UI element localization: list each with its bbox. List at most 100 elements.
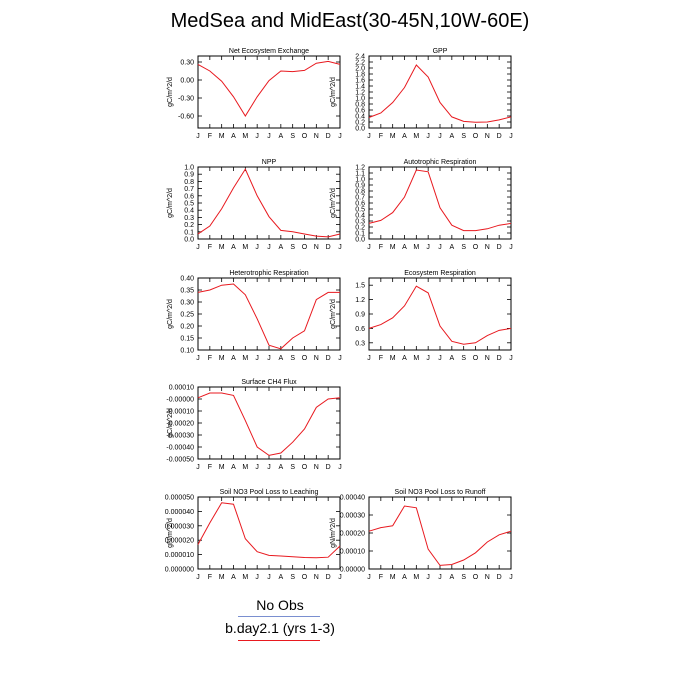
series-line-0 bbox=[368, 505, 512, 566]
x-tick-label: M bbox=[242, 464, 248, 471]
x-tick-label: O bbox=[302, 355, 308, 362]
x-tick-label: A bbox=[449, 133, 454, 140]
chart-panel-0: Net Ecosystem Exchange -0.60 -0.30 0.00 0.30… bbox=[167, 48, 342, 140]
series-line-0 bbox=[368, 285, 512, 345]
y-tick-label: 0.000030 bbox=[165, 523, 194, 530]
x-tick-label: A bbox=[402, 355, 407, 362]
y-tick-label: -0.30 bbox=[178, 96, 194, 103]
x-tick-label: D bbox=[326, 133, 331, 140]
x-tick-label: J bbox=[438, 133, 442, 140]
x-tick-label: O bbox=[302, 574, 308, 581]
y-tick-label: 0.9 bbox=[355, 312, 365, 319]
x-tick-label: S bbox=[290, 133, 295, 140]
y-tick-label: 2.2 bbox=[355, 60, 365, 67]
y-tick-label: 1.0 bbox=[355, 96, 365, 103]
x-tick-label: A bbox=[449, 244, 454, 251]
x-tick-label: J bbox=[509, 355, 513, 362]
x-tick-label: O bbox=[473, 574, 479, 581]
y-axis-label: gC/m^2/d bbox=[167, 77, 174, 107]
y-tick-label: -0.00010 bbox=[166, 409, 194, 416]
chart-title: Ecosystem Respiration bbox=[404, 270, 476, 277]
x-tick-label: S bbox=[461, 355, 466, 362]
y-tick-label: 0.5 bbox=[355, 207, 365, 214]
x-tick-label: A bbox=[231, 464, 236, 471]
y-tick-label: 0.10 bbox=[180, 348, 194, 355]
x-tick-label: J bbox=[438, 244, 442, 251]
x-tick-label: M bbox=[390, 355, 396, 362]
y-tick-label: 0.40 bbox=[180, 276, 194, 283]
chart-title: Heterotrophic Respiration bbox=[229, 270, 308, 277]
y-axis-label: gN/m^2/d bbox=[167, 518, 174, 548]
x-tick-label: D bbox=[497, 244, 502, 251]
y-tick-label: 1.2 bbox=[355, 165, 365, 172]
chart-title: Soil NO3 Pool Loss to Runoff bbox=[395, 489, 486, 496]
x-tick-label: J bbox=[338, 464, 342, 471]
x-tick-label: O bbox=[302, 133, 308, 140]
x-tick-label: N bbox=[485, 133, 490, 140]
x-tick-label: M bbox=[390, 244, 396, 251]
y-tick-label: 1.2 bbox=[355, 297, 365, 304]
chart-title: Net Ecosystem Exchange bbox=[229, 48, 309, 55]
y-tick-label: 0.000000 bbox=[165, 567, 194, 574]
x-tick-label: M bbox=[413, 574, 419, 581]
y-tick-label: 0.000020 bbox=[165, 538, 194, 545]
x-tick-label: A bbox=[231, 574, 236, 581]
y-tick-label: 0.1 bbox=[184, 229, 194, 236]
x-tick-label: J bbox=[426, 133, 430, 140]
y-tick-label: 0.0 bbox=[355, 126, 365, 133]
x-tick-label: M bbox=[413, 133, 419, 140]
x-tick-label: J bbox=[267, 355, 271, 362]
x-tick-label: J bbox=[196, 355, 200, 362]
y-tick-label: 2.4 bbox=[355, 54, 365, 61]
x-tick-label: M bbox=[242, 574, 248, 581]
x-tick-label: N bbox=[314, 133, 319, 140]
x-tick-label: F bbox=[379, 355, 383, 362]
series-line-0 bbox=[197, 502, 341, 559]
x-tick-label: J bbox=[338, 355, 342, 362]
y-tick-label: 0.0 bbox=[184, 237, 194, 244]
x-tick-label: F bbox=[208, 244, 212, 251]
y-axis-label: gC/m^2/d bbox=[167, 188, 174, 218]
plot-frame bbox=[368, 496, 512, 570]
x-tick-label: M bbox=[219, 574, 225, 581]
y-tick-label: 0.2 bbox=[355, 225, 365, 232]
x-tick-label: A bbox=[402, 574, 407, 581]
x-tick-label: A bbox=[449, 355, 454, 362]
series-line-0 bbox=[197, 283, 340, 350]
y-tick-label: -0.00040 bbox=[166, 445, 194, 452]
x-tick-label: J bbox=[255, 574, 258, 581]
x-tick-label: S bbox=[290, 355, 295, 362]
x-tick-label: A bbox=[231, 355, 236, 362]
y-tick-label: -0.00030 bbox=[166, 433, 194, 440]
chart-panel-1: GPP 0.00.20.40.60.81.01.21.41.61.82.02.22… bbox=[330, 48, 513, 140]
x-tick-label: O bbox=[302, 464, 308, 471]
x-tick-label: M bbox=[413, 244, 419, 251]
x-tick-label: J bbox=[338, 244, 342, 251]
y-tick-label: 0.9 bbox=[355, 183, 365, 190]
series-line-0 bbox=[368, 64, 512, 123]
x-tick-label: A bbox=[278, 355, 283, 362]
x-tick-label: J bbox=[255, 133, 258, 140]
y-axis-label: gC/m^2/d bbox=[167, 408, 174, 438]
chart-panel-6: Surface CH4 Flux 0.00010 -0.00000 -0.00010 -… bbox=[166, 379, 342, 471]
chart-plot-0: Net Ecosystem Exchange -0.60 -0.30 0.00 0.30… bbox=[167, 48, 342, 140]
y-tick-label: 0.7 bbox=[184, 186, 194, 193]
x-tick-label: F bbox=[379, 244, 383, 251]
plot-frame bbox=[368, 55, 512, 129]
x-tick-label: J bbox=[367, 133, 371, 140]
x-tick-label: N bbox=[314, 574, 319, 581]
chart-title: GPP bbox=[433, 48, 448, 55]
y-tick-label: 0.4 bbox=[355, 114, 365, 121]
y-tick-label: 0.3 bbox=[184, 215, 194, 222]
x-tick-label: J bbox=[196, 133, 200, 140]
y-tick-label: 1.1 bbox=[355, 171, 365, 178]
y-tick-label: 0.00010 bbox=[169, 385, 194, 392]
x-tick-label: D bbox=[326, 244, 331, 251]
x-tick-label: M bbox=[219, 464, 225, 471]
y-tick-label: 0.30 bbox=[180, 60, 194, 67]
y-tick-label: 1.0 bbox=[355, 177, 365, 184]
x-tick-label: J bbox=[367, 574, 371, 581]
